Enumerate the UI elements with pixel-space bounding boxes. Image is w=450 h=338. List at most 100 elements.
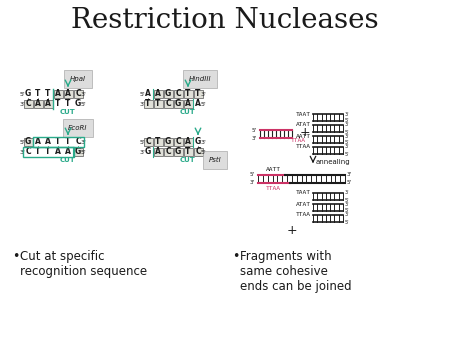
Text: T: T <box>65 99 71 108</box>
Text: C: C <box>165 99 171 108</box>
Text: ATAT: ATAT <box>296 201 311 207</box>
Text: 3': 3' <box>345 134 350 139</box>
Text: A: A <box>45 99 51 108</box>
Text: Fragments with
same cohesive
ends can be joined: Fragments with same cohesive ends can be… <box>240 250 351 293</box>
Text: TTAA: TTAA <box>296 145 311 149</box>
Bar <box>153 90 162 98</box>
Text: T: T <box>65 138 71 146</box>
Text: 3': 3' <box>345 122 350 127</box>
Text: 3': 3' <box>81 92 87 97</box>
Bar <box>194 148 202 156</box>
Text: C: C <box>75 138 81 146</box>
Text: G: G <box>175 99 181 108</box>
Text: A: A <box>35 99 41 108</box>
Text: A: A <box>55 90 61 98</box>
Text: G: G <box>75 147 81 156</box>
Text: TAAT: TAAT <box>296 191 311 195</box>
Text: G: G <box>165 138 171 146</box>
Text: 5': 5' <box>345 141 350 145</box>
Text: TAAT: TAAT <box>296 112 311 117</box>
Bar <box>194 90 202 98</box>
Bar <box>184 100 193 108</box>
Text: 5': 5' <box>139 140 145 145</box>
Text: 5': 5' <box>19 140 25 145</box>
Text: 3': 3' <box>19 149 25 154</box>
Text: 3': 3' <box>201 92 207 97</box>
Text: 3': 3' <box>81 140 87 145</box>
Text: G: G <box>195 138 201 146</box>
Bar <box>174 138 183 146</box>
Text: HindIII: HindIII <box>189 76 211 82</box>
Text: G: G <box>145 147 151 156</box>
Bar <box>33 100 42 108</box>
Text: 3': 3' <box>250 180 255 186</box>
Bar <box>163 90 172 98</box>
Text: HpaI: HpaI <box>70 76 86 82</box>
Text: T: T <box>145 99 151 108</box>
Text: C: C <box>175 138 181 146</box>
Text: Restriction Nucleases: Restriction Nucleases <box>71 6 379 33</box>
Text: TTAA: TTAA <box>291 139 306 144</box>
Bar <box>174 148 183 156</box>
Text: A: A <box>185 99 191 108</box>
Text: 5': 5' <box>347 180 352 186</box>
Text: CUT: CUT <box>180 157 196 163</box>
Text: 3': 3' <box>139 149 145 154</box>
Text: •: • <box>232 250 239 263</box>
Text: 3': 3' <box>252 136 257 141</box>
Text: CUT: CUT <box>60 109 76 115</box>
Text: T: T <box>35 147 40 156</box>
Bar <box>184 90 193 98</box>
Text: T: T <box>55 99 61 108</box>
Text: A: A <box>195 99 201 108</box>
Bar <box>153 138 162 146</box>
Bar <box>23 138 32 146</box>
Text: C: C <box>145 138 151 146</box>
Text: 3': 3' <box>345 112 350 117</box>
Bar <box>174 100 183 108</box>
Bar <box>153 100 162 108</box>
Text: C: C <box>75 90 81 98</box>
Bar <box>63 90 72 98</box>
Text: 3': 3' <box>345 213 350 217</box>
Text: AATT: AATT <box>266 167 281 172</box>
Bar <box>44 100 53 108</box>
Text: ATAT: ATAT <box>296 122 311 127</box>
Text: AATT: AATT <box>296 134 311 139</box>
Text: T: T <box>195 90 201 98</box>
Text: T: T <box>45 90 51 98</box>
Text: 3': 3' <box>201 140 207 145</box>
Text: G: G <box>75 99 81 108</box>
Text: G: G <box>175 147 181 156</box>
Bar <box>144 100 153 108</box>
Bar <box>23 100 32 108</box>
Text: T: T <box>155 99 161 108</box>
Text: G: G <box>25 90 31 98</box>
Bar <box>32 137 84 147</box>
Text: •: • <box>12 250 19 263</box>
Text: A: A <box>155 90 161 98</box>
Text: T: T <box>55 138 61 146</box>
Text: C: C <box>195 147 201 156</box>
Text: C: C <box>175 90 181 98</box>
Text: +: + <box>300 126 310 140</box>
Text: 5': 5' <box>345 197 350 202</box>
Bar <box>174 90 183 98</box>
Text: 5': 5' <box>345 209 350 214</box>
Text: 3': 3' <box>139 101 145 106</box>
Text: C: C <box>25 147 31 156</box>
Text: 5': 5' <box>345 219 350 224</box>
Text: annealing: annealing <box>316 159 351 165</box>
Text: CUT: CUT <box>60 157 76 163</box>
Text: T: T <box>35 90 40 98</box>
Bar <box>73 90 82 98</box>
Text: 3': 3' <box>345 145 350 149</box>
Text: 5': 5' <box>252 127 257 132</box>
Text: A: A <box>35 138 41 146</box>
Text: A: A <box>45 138 51 146</box>
Text: A: A <box>65 90 71 98</box>
Bar <box>54 90 63 98</box>
Bar <box>184 148 193 156</box>
Text: 3': 3' <box>19 101 25 106</box>
Text: 5': 5' <box>345 151 350 156</box>
